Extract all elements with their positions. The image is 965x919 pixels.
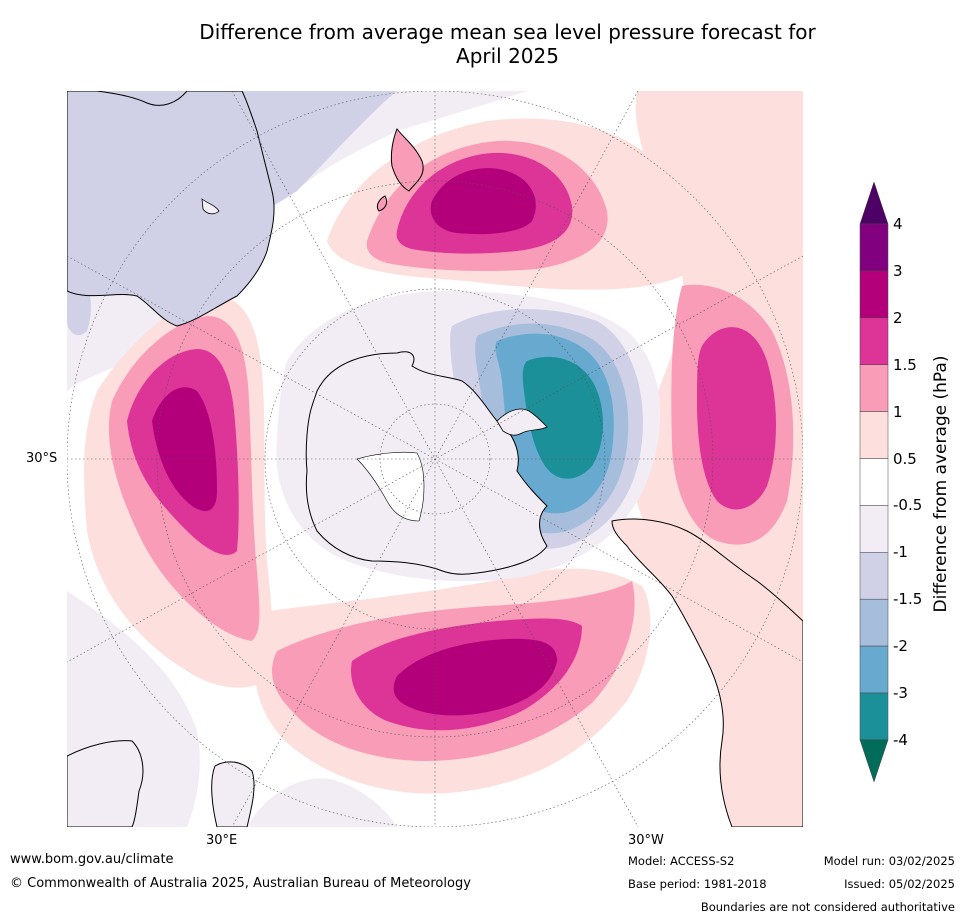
africa-coastline bbox=[67, 740, 144, 827]
colorbar bbox=[859, 182, 889, 782]
colorbar-swatch bbox=[859, 505, 889, 553]
lon-label-30e: 30°E bbox=[206, 833, 238, 848]
graticule bbox=[67, 91, 803, 827]
contour-2-top bbox=[430, 168, 536, 235]
contour-2-bottom bbox=[393, 638, 557, 716]
pressure-anomaly-map bbox=[67, 91, 803, 827]
antarctic-peninsula bbox=[496, 408, 548, 436]
contour-2-left bbox=[152, 387, 217, 511]
colorbar-swatch bbox=[859, 692, 889, 741]
colorbar-swatch bbox=[859, 645, 889, 694]
lon-label-30w: 30°W bbox=[628, 833, 664, 848]
australia-coastline bbox=[67, 91, 275, 327]
contour-15-right bbox=[697, 327, 776, 510]
colorbar-tick-label: 3 bbox=[893, 261, 903, 280]
colorbar-swatch bbox=[859, 270, 889, 319]
title-line-2: April 2025 bbox=[456, 44, 559, 68]
colorbar-extend-below bbox=[859, 739, 889, 782]
antarctica-coastline bbox=[305, 351, 548, 575]
colorbar-tick-label: -2 bbox=[893, 637, 908, 656]
colorbar-swatch bbox=[859, 458, 889, 506]
colorbar-swatch bbox=[859, 317, 889, 365]
copyright-notice: © Commonwealth of Australia 2025, Austra… bbox=[10, 876, 471, 891]
contour-neg3 bbox=[522, 356, 603, 479]
colorbar-tick-label: -1.5 bbox=[893, 590, 923, 609]
colorbar-swatch bbox=[859, 364, 889, 412]
colorbar-tick-label: -0.5 bbox=[893, 496, 923, 515]
south-america-coastline bbox=[611, 518, 803, 827]
colorbar-tick-label: 4 bbox=[893, 215, 903, 233]
lat-label-30s: 30°S bbox=[26, 451, 58, 466]
colorbar-tick-label: -4 bbox=[893, 730, 908, 749]
colorbar-tick-label: -1 bbox=[893, 543, 908, 562]
pale-region-bottom bbox=[247, 778, 397, 827]
website-link[interactable]: www.bom.gov.au/climate bbox=[10, 852, 174, 867]
disclaimer-text: Boundaries are not considered authoritat… bbox=[700, 900, 955, 914]
pale-region-top bbox=[297, 91, 527, 191]
ross-ice-shelf bbox=[356, 451, 425, 522]
colorbar-tick-label: 0.5 bbox=[893, 449, 917, 468]
colorbar-tick-label: -3 bbox=[893, 684, 908, 702]
model-run-label: Model run: 03/02/2025 bbox=[823, 854, 955, 868]
colorbar-tick-label: 2 bbox=[893, 308, 903, 327]
model-label: Model: ACCESS-S2 bbox=[628, 854, 735, 868]
colorbar-tick-label: 1.5 bbox=[893, 355, 917, 374]
new-zealand-coastline bbox=[376, 128, 424, 212]
colorbar-title: Difference from average (hPa) bbox=[931, 355, 951, 613]
colorbar-swatch bbox=[859, 223, 889, 272]
colorbar-swatch bbox=[859, 552, 889, 600]
colorbar-tick-label: 1 bbox=[893, 402, 903, 421]
tasmania bbox=[201, 198, 220, 215]
colorbar-swatch bbox=[859, 411, 889, 459]
colorbar-extend-above bbox=[859, 182, 889, 225]
colorbar-swatch bbox=[859, 598, 889, 647]
base-period-label: Base period: 1981-2018 bbox=[628, 877, 767, 891]
issued-label: Issued: 05/02/2025 bbox=[844, 877, 955, 891]
madagascar bbox=[211, 761, 255, 827]
map-title: Difference from average mean sea level p… bbox=[60, 20, 955, 68]
title-line-1: Difference from average mean sea level p… bbox=[199, 20, 816, 44]
